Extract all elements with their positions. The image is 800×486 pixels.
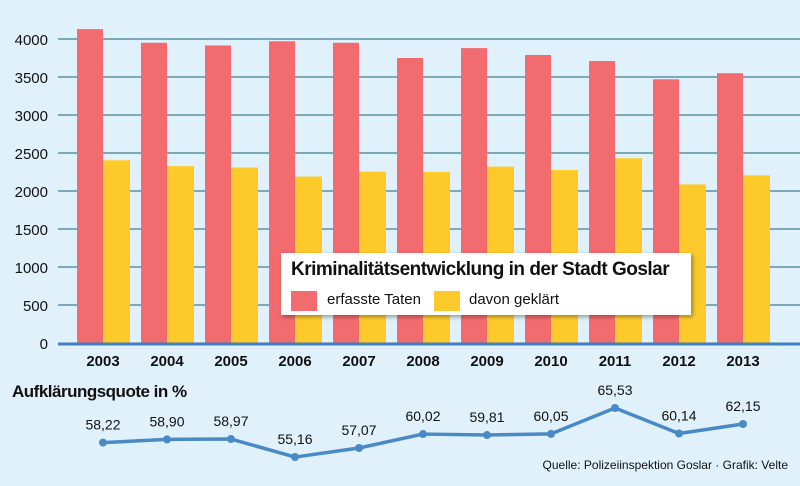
quote-label: 58,22 xyxy=(85,417,120,433)
quote-label: 58,97 xyxy=(213,413,248,429)
quote-label: 55,16 xyxy=(277,431,312,447)
bar-erfasste-2004 xyxy=(141,42,167,344)
y-tick-label: 1500 xyxy=(15,222,48,239)
quote-point-2004 xyxy=(163,435,171,444)
legend-label-geklaert: davon geklärt xyxy=(469,291,560,308)
x-tick-label: 2003 xyxy=(86,353,119,370)
x-tick-label: 2010 xyxy=(534,353,567,370)
quote-point-2013 xyxy=(739,419,747,428)
y-tick-label: 0 xyxy=(40,336,48,353)
quote-label: 60,14 xyxy=(661,407,696,423)
quote-label: 62,15 xyxy=(725,398,760,414)
x-tick-label: 2009 xyxy=(470,353,503,370)
quote-label: 60,05 xyxy=(533,408,568,424)
quote-point-2006 xyxy=(291,453,299,462)
y-tick-label: 1000 xyxy=(15,260,48,277)
x-tick-label: 2013 xyxy=(726,353,759,370)
quote-point-2011 xyxy=(611,404,619,412)
quote-point-2008 xyxy=(419,430,427,439)
quote-point-2007 xyxy=(355,444,363,453)
bar-erfasste-2005 xyxy=(205,45,231,344)
x-tick-label: 2005 xyxy=(214,353,247,370)
y-tick-label: 2000 xyxy=(15,184,48,201)
x-tick-label: 2011 xyxy=(599,353,632,370)
quote-label: 60,02 xyxy=(405,408,440,424)
y-tick-label: 3000 xyxy=(15,108,48,125)
bar-geklaert-2004 xyxy=(167,166,194,343)
x-tick-label: 2004 xyxy=(150,353,184,370)
quote-point-2012 xyxy=(675,429,683,438)
quote-point-2009 xyxy=(483,431,491,440)
quote-point-2010 xyxy=(547,429,555,438)
legend-swatch-geklaert xyxy=(434,291,460,311)
bar-geklaert-2005 xyxy=(231,167,258,343)
line-chart-title: Aufklärungsquote in % xyxy=(12,382,187,401)
legend-swatch-erfasste xyxy=(291,291,317,311)
chart-title: Kriminalitätsentwicklung in der Stadt Go… xyxy=(291,259,670,280)
y-tick-label: 2500 xyxy=(15,146,48,163)
y-tick-label: 500 xyxy=(23,298,48,315)
bar-geklaert-2013 xyxy=(743,175,770,343)
x-tick-label: 2008 xyxy=(406,353,439,370)
legend-label-erfasste: erfasste Taten xyxy=(327,291,421,308)
bar-geklaert-2003 xyxy=(103,160,130,343)
quote-label: 58,90 xyxy=(149,413,184,429)
source-note: Quelle: Polizeiinspektion Goslar · Grafi… xyxy=(542,458,788,472)
quote-label: 57,07 xyxy=(341,422,376,438)
bar-erfasste-2003 xyxy=(77,29,103,344)
quote-point-2003 xyxy=(99,438,107,447)
x-tick-label: 2012 xyxy=(662,353,695,370)
bar-erfasste-2013 xyxy=(717,73,743,343)
y-tick-label: 3500 xyxy=(15,70,48,87)
x-tick-label: 2007 xyxy=(342,353,375,370)
legend: Kriminalitätsentwicklung in der Stadt Go… xyxy=(281,253,691,315)
y-tick-label: 4000 xyxy=(15,32,48,49)
quote-point-2005 xyxy=(227,435,235,444)
quote-label: 65,53 xyxy=(597,382,632,398)
quote-label: 59,81 xyxy=(469,409,504,425)
x-tick-label: 2006 xyxy=(278,353,311,370)
bar-geklaert-2011 xyxy=(615,158,642,343)
